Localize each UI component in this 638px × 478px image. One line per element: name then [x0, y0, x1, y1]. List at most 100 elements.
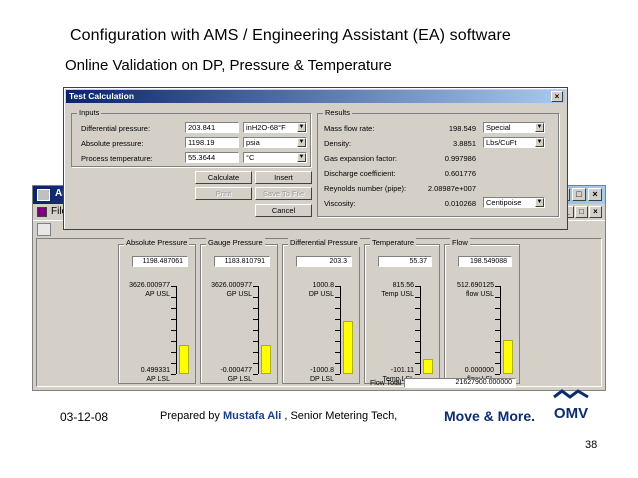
gauge-tick [171, 308, 176, 309]
density-value: 3.8851 [453, 139, 476, 148]
gauge-tick [253, 330, 258, 331]
gauge-tick [495, 319, 500, 320]
omv-logo-icon: OMV [553, 389, 589, 421]
gauge-tick [335, 363, 340, 364]
gauge-bar [503, 286, 513, 374]
gauge-tick [415, 374, 420, 375]
chevron-down-icon[interactable]: ▼ [535, 138, 544, 147]
mdi-restore-button[interactable]: □ [575, 206, 588, 218]
author-role: , Senior Metering Tech, [284, 410, 398, 422]
result-label: Viscosity: [324, 199, 356, 208]
gauge-bar-fill [261, 345, 271, 374]
calculate-button[interactable]: Calculate [195, 171, 252, 184]
gauge-tick [335, 330, 340, 331]
inputs-group: Inputs [71, 108, 311, 167]
chevron-down-icon[interactable]: ▼ [297, 123, 306, 132]
gauge-lsl-value: -101.11 [390, 367, 414, 374]
inputs-group-label: Inputs [77, 108, 102, 117]
gauge-tick [495, 374, 500, 375]
flow-total-value: 21627900.000000 [404, 378, 516, 388]
gauge-usl-value: 1000.8 [312, 282, 334, 289]
gauge-tick [335, 286, 340, 287]
gauge-lsl-label: GP LSL [227, 376, 252, 383]
gauge-title: Gauge Pressure [206, 238, 265, 247]
results-group-label: Results [323, 108, 353, 117]
gauge-title: Flow [450, 238, 470, 247]
insert-button[interactable]: Insert [255, 171, 312, 184]
maximize-button[interactable]: □ [572, 188, 586, 201]
print-button[interactable]: Print [195, 187, 252, 200]
gauge-title: Absolute Pressure [124, 238, 190, 247]
save-to-file-button[interactable]: Save To File [255, 187, 312, 200]
gauge-tick [335, 308, 340, 309]
gauge-tick [253, 374, 258, 375]
toolbar-doc-icon[interactable] [37, 223, 51, 236]
footer-prepared-by: Prepared by Mustafa Ali , Senior Meterin… [160, 410, 397, 422]
chevron-down-icon[interactable]: ▼ [535, 123, 544, 132]
gauge-tick [171, 286, 176, 287]
gauge-tick [335, 341, 340, 342]
differential-pressure-unit-select[interactable]: inH2O-68°F ▼ [243, 122, 307, 133]
process-temperature-unit-select[interactable]: °C ▼ [243, 152, 307, 163]
gauge-tick [171, 319, 176, 320]
gas-expansion-factor-value: 0.997986 [444, 154, 476, 163]
unit-value: Lbs/CuFt [486, 138, 517, 147]
gauge-lsl-label: AP LSL [146, 376, 170, 383]
gauge-tick [415, 363, 420, 364]
input-label: Process temperature: [81, 154, 153, 163]
differential-pressure-input[interactable]: 203.841 [185, 122, 239, 133]
gauge-tick [495, 286, 500, 287]
document-icon [37, 207, 47, 217]
gauge-lsl-label: Temp LSL [382, 376, 414, 383]
gauge: Flow 198.549088 512.690125 flow USL 0.000000… [444, 238, 520, 388]
chevron-down-icon[interactable]: ▼ [297, 153, 306, 162]
gauge-tick [335, 319, 340, 320]
gauge-bar [179, 286, 189, 374]
gauge-tick [495, 297, 500, 298]
cancel-button[interactable]: Cancel [255, 204, 312, 217]
dialog-title: Test Calculation [69, 91, 135, 101]
close-button[interactable]: × [588, 188, 602, 201]
absolute-pressure-input[interactable]: 1198.19 [185, 137, 239, 148]
mdi-close-button[interactable]: × [589, 206, 602, 218]
gauge-usl-value: 512.690125 [457, 282, 494, 289]
discharge-coefficient-value: 0.601776 [444, 169, 476, 178]
gauge-usl-label: GP USL [226, 291, 252, 298]
menu-file[interactable]: File [51, 206, 68, 217]
footer-date: 03-12-08 [60, 410, 109, 424]
gauge-lsl-value: 0.499331 [140, 367, 170, 374]
mass-flow-unit-select[interactable]: Special ▼ [483, 122, 545, 133]
density-unit-select[interactable]: Lbs/CuFt ▼ [483, 137, 545, 148]
result-label: Density: [324, 139, 352, 148]
result-label: Mass flow rate: [324, 124, 375, 133]
gauge-tick [171, 330, 176, 331]
gauge-tick [335, 352, 340, 353]
gauge-title: Differential Pressure [288, 238, 360, 247]
gauge-value-field: 55.37 [378, 256, 432, 267]
viscosity-unit-select[interactable]: Centipoise ▼ [483, 197, 545, 208]
gauge-tick [415, 308, 420, 309]
gauge-lsl-value: 0.000000 [464, 367, 494, 374]
gauge-usl-label: DP USL [308, 291, 334, 298]
gauge-bar-fill [503, 340, 513, 374]
gauge-scale [500, 286, 501, 374]
gauge-tick [495, 330, 500, 331]
chevron-down-icon[interactable]: ▼ [535, 198, 544, 207]
prepared-prefix: Prepared by [160, 410, 220, 422]
gauge-tick [415, 286, 420, 287]
gauge-tick [415, 352, 420, 353]
dialog-titlebar[interactable]: Test Calculation × [66, 90, 565, 103]
author-name: Mustafa Ali [223, 410, 282, 422]
result-label: Discharge coefficient: [324, 169, 396, 178]
gauge-bar [261, 286, 271, 374]
gauge: Temperature 55.37 815.56 Temp USL -101.11 Tem… [364, 238, 440, 388]
reynolds-number-value: 2.08987e+007 [427, 184, 476, 193]
process-temperature-input[interactable]: 55.3644 [185, 152, 239, 163]
gauge-lsl-value: -0.000477 [220, 367, 252, 374]
gauge-scale [258, 286, 259, 374]
gauge-bar-fill [423, 359, 433, 374]
gauge-tick [253, 363, 258, 364]
dialog-close-button[interactable]: × [551, 91, 563, 102]
chevron-down-icon[interactable]: ▼ [297, 138, 306, 147]
absolute-pressure-unit-select[interactable]: psia ▼ [243, 137, 307, 148]
